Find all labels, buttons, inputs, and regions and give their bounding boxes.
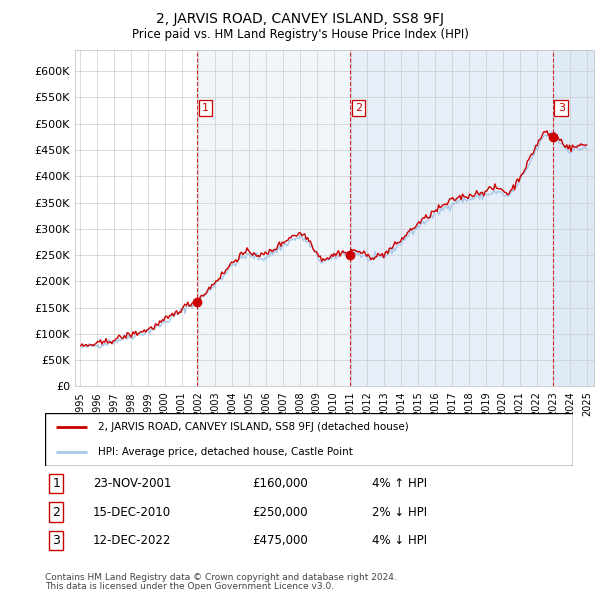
Text: This data is licensed under the Open Government Licence v3.0.: This data is licensed under the Open Gov… — [45, 582, 334, 590]
Text: 23-NOV-2001: 23-NOV-2001 — [93, 477, 172, 490]
Text: 1: 1 — [202, 103, 209, 113]
Text: 2: 2 — [52, 506, 61, 519]
Text: 1: 1 — [52, 477, 61, 490]
Bar — [197, 50, 594, 386]
Text: 3: 3 — [52, 534, 61, 547]
Text: 15-DEC-2010: 15-DEC-2010 — [93, 506, 171, 519]
Text: 2% ↓ HPI: 2% ↓ HPI — [372, 506, 427, 519]
Text: 12-DEC-2022: 12-DEC-2022 — [93, 534, 172, 547]
Text: HPI: Average price, detached house, Castle Point: HPI: Average price, detached house, Cast… — [98, 447, 353, 457]
Bar — [350, 50, 594, 386]
Text: £250,000: £250,000 — [252, 506, 308, 519]
Text: 4% ↓ HPI: 4% ↓ HPI — [372, 534, 427, 547]
Text: £160,000: £160,000 — [252, 477, 308, 490]
Text: 3: 3 — [558, 103, 565, 113]
Text: 4% ↑ HPI: 4% ↑ HPI — [372, 477, 427, 490]
Text: 2: 2 — [355, 103, 362, 113]
Text: Contains HM Land Registry data © Crown copyright and database right 2024.: Contains HM Land Registry data © Crown c… — [45, 573, 397, 582]
Text: £475,000: £475,000 — [252, 534, 308, 547]
Text: 2, JARVIS ROAD, CANVEY ISLAND, SS8 9FJ: 2, JARVIS ROAD, CANVEY ISLAND, SS8 9FJ — [156, 12, 444, 26]
Bar — [553, 50, 594, 386]
Text: Price paid vs. HM Land Registry's House Price Index (HPI): Price paid vs. HM Land Registry's House … — [131, 28, 469, 41]
Text: 2, JARVIS ROAD, CANVEY ISLAND, SS8 9FJ (detached house): 2, JARVIS ROAD, CANVEY ISLAND, SS8 9FJ (… — [98, 422, 409, 432]
